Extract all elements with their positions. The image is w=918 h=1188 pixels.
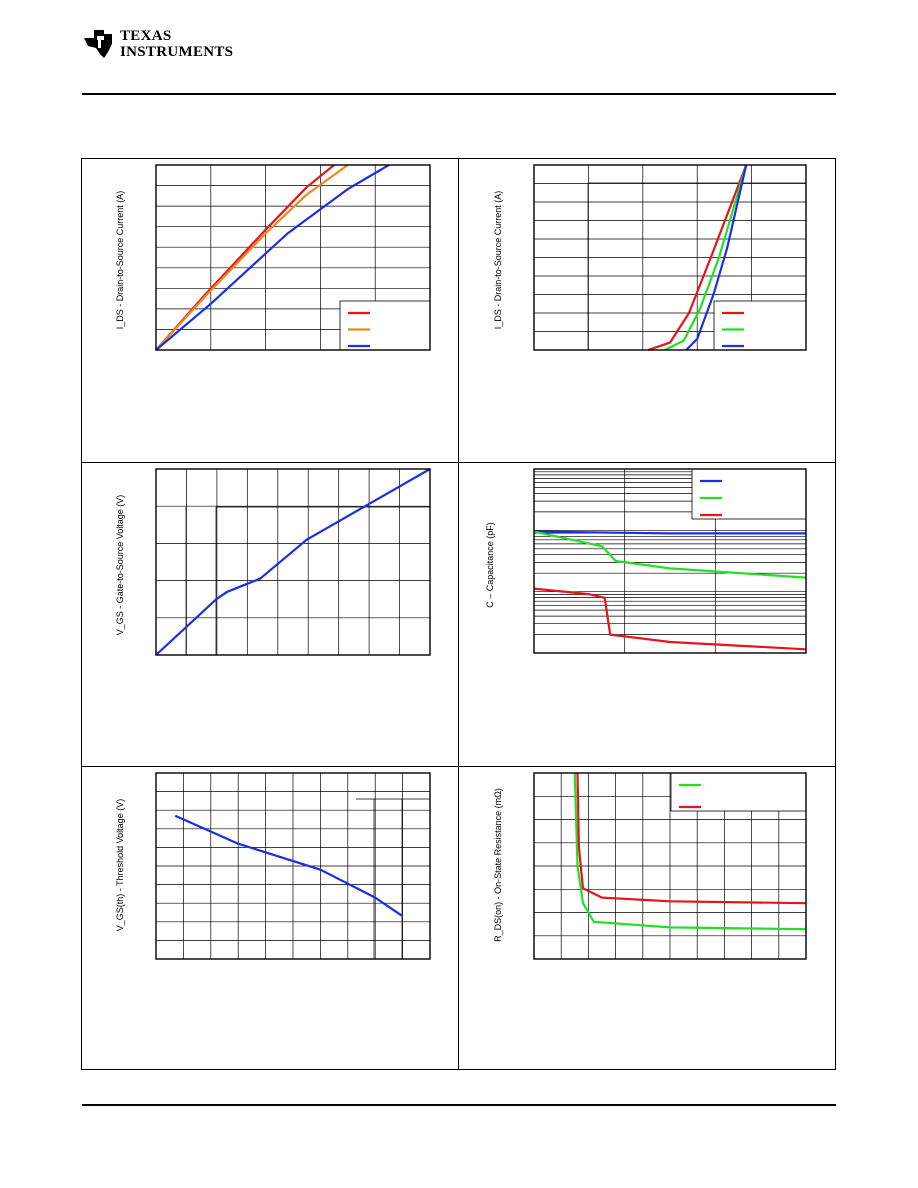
header-rule [82,93,836,95]
chart-2-series-blue [685,164,748,351]
chart-2-series-green [664,164,748,351]
chart-5-grid [156,773,430,959]
chart-6 [533,772,807,960]
chart-6-series-green [573,772,807,931]
chart-2-series-red [647,164,748,352]
chart-5 [155,772,431,960]
chart-4 [533,468,807,654]
grid-divider-vertical [458,158,459,1070]
company-name-line1: TEXAS [120,28,172,44]
chart-2 [533,164,807,352]
chart-2-ylabel: I_DS - Drain-to-Source Current (A) [493,190,503,330]
grid-divider-horizontal-2 [81,766,836,767]
chart-5-ylabel: V_GS(th) - Threshold Voltage (V) [115,798,125,932]
chart-2-frame [533,164,807,351]
chart-1-grid [156,165,430,350]
chart-3-grid [156,469,430,655]
chart-1 [155,164,431,351]
chart-3-frame [155,468,431,656]
company-name: TEXAS INSTRUMENTS [120,28,233,60]
chart-4-series-green [533,530,807,579]
grid-divider-horizontal-1 [81,462,836,463]
chart-5-series-blue [174,814,404,918]
company-name-line2: INSTRUMENTS [120,44,234,60]
chart-4-legend [691,468,807,520]
chart-3-series-blue [155,468,431,656]
chart-1-legend [339,300,431,351]
chart-6-frame [533,772,807,960]
chart-1-series-blue [155,164,390,351]
chart-1-series-orange [155,164,349,351]
chart-6-ylabel: R_DS(on) - On-State Resistance (mΩ) [493,788,503,942]
chart-2-grid [534,165,806,350]
chart-4-series-blue [533,530,806,535]
chart-4-series-red [533,587,807,651]
chart-2-legend [713,300,807,351]
chart-4-frame [533,468,807,654]
chart-1-ylabel: I_DS - Drain-to-Source Current (A) [115,190,125,330]
chart-4-ylabel: C – Capacitance (pF) [485,522,495,608]
chart-6-legend [670,772,807,812]
ti-logo-icon [84,30,112,58]
chart-3 [155,468,431,656]
chart-1-frame [155,164,431,351]
chart-3-ylabel: V_GS - Gate-to-Source Voltage (V) [115,494,125,636]
footer-rule [82,1104,836,1106]
chart-5-frame [155,772,431,960]
chart-6-series-red [576,772,807,905]
